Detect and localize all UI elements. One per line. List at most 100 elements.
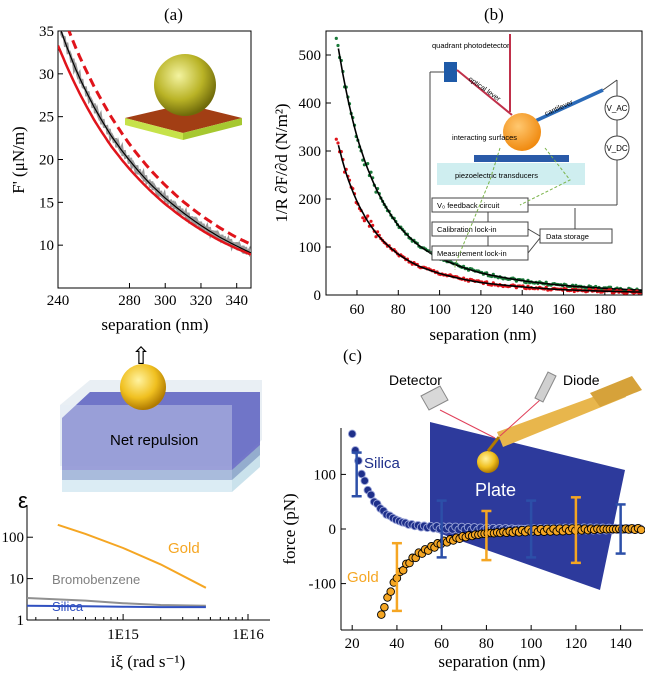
- y-tick-label-epsilon: 10: [9, 572, 24, 588]
- data-point-c-silica: [347, 429, 357, 439]
- probe-sphere: [503, 113, 541, 151]
- axes-c: 20 40 60 80 100 120 140 -100 0 100: [309, 467, 632, 652]
- data-point-b: [374, 235, 378, 239]
- x-axis-label-a: separation (nm): [101, 315, 208, 334]
- data-point-b: [376, 230, 380, 234]
- x-tick-label-c: 40: [389, 636, 404, 652]
- x-tick-label-c: 100: [520, 636, 543, 652]
- x-tick-label-b: 100: [428, 302, 451, 318]
- axes-b: 60 80 100 120 140 160 180 0 100 200 300 400 500: [299, 48, 617, 318]
- y-tick-label-b: 400: [299, 96, 322, 112]
- x-axis-label-c: separation (nm): [438, 652, 545, 671]
- afm-apparatus-inset: quadrant photodetector optical lever can…: [429, 34, 630, 270]
- plate-inset: Plate Detector Diode: [389, 371, 642, 590]
- panel-label-b: (b): [484, 5, 504, 24]
- data-point-b: [366, 214, 370, 218]
- data-point-b: [334, 137, 338, 141]
- data-band-a: [59, 31, 251, 257]
- panel-a: 240 280 300 320 340 10 15 20 25 30 35: [9, 24, 252, 334]
- net-repulsion-illustration: Net repulsion ⇧: [60, 343, 262, 492]
- legend-silica-c: Silica: [364, 455, 401, 472]
- photodetector-icon: [444, 62, 457, 82]
- y-tick-label-a: 35: [39, 24, 54, 40]
- data-point-b: [361, 216, 365, 220]
- data-line-a: [60, 31, 251, 254]
- data-point-c-silica: [366, 490, 376, 500]
- x-tick-label-c: 20: [345, 636, 360, 652]
- y-tick-label-a: 15: [39, 195, 54, 211]
- y-tick-label-b: 200: [299, 192, 322, 208]
- axes-epsilon: 1E15 1E16 1 10 100: [2, 530, 265, 643]
- panel-label-a: (a): [164, 5, 183, 24]
- piezo-block: [437, 163, 585, 185]
- y-tick-label-epsilon: 1: [17, 613, 25, 629]
- x-tick-label-b: 140: [511, 302, 534, 318]
- axes-a: 240 280 300 320 340 10 15 20 25 30 35: [39, 24, 248, 309]
- detector-icon: [420, 385, 449, 411]
- net-repulsion-label: Net repulsion: [110, 432, 198, 449]
- x-tick-label-a: 340: [225, 293, 248, 309]
- immersed-sphere: [120, 364, 166, 410]
- y-axis-label-a: F' (μN/m): [9, 126, 28, 193]
- series-b: [334, 36, 643, 295]
- piezo-label: piezoelectric transducers: [455, 171, 538, 180]
- vdc-label: V_DC: [606, 144, 628, 153]
- x-tick-label-a: 320: [190, 293, 213, 309]
- diode-icon: [534, 371, 557, 403]
- x-tick-label-a: 280: [118, 293, 141, 309]
- sphere-on-plate-inset: [125, 54, 242, 140]
- vac-label: V_AC: [607, 104, 628, 113]
- plate-label: Plate: [475, 480, 516, 500]
- x-tick-label-c: 80: [479, 636, 494, 652]
- y-axis-label-epsilon: ε: [18, 488, 28, 513]
- epsilon-line-gold: [57, 523, 207, 589]
- y-axis-label-b: 1/R ∂F/∂d (N/m²): [272, 103, 291, 222]
- panel-b: 60 80 100 120 140 160 180 0 100 200 300 400 500 quad…: [272, 30, 643, 344]
- x-tick-label-c: 140: [609, 636, 632, 652]
- data-point-b: [336, 141, 340, 145]
- data-point-b: [336, 43, 340, 48]
- optical-lever-label: optical lever: [467, 76, 502, 104]
- y-tick-label-b: 500: [299, 48, 322, 64]
- y-tick-label-b: 300: [299, 144, 322, 160]
- feedback-label: V₀ feedback circuit: [437, 201, 500, 210]
- y-tick-label-c: 0: [329, 522, 337, 538]
- legend-silica: Silica: [52, 599, 84, 614]
- data-point-c-gold: [380, 602, 389, 612]
- y-tick-label-c: 100: [314, 467, 337, 483]
- y-tick-label-c: -100: [309, 577, 337, 593]
- x-tick-label-b: 160: [552, 302, 575, 318]
- data-point-b: [369, 219, 373, 223]
- y-tick-label-epsilon: 100: [2, 530, 25, 546]
- x-tick-label-epsilon: 1E16: [232, 627, 264, 643]
- y-tick-label-b: 100: [299, 240, 322, 256]
- probe-gold-sphere: [477, 451, 499, 473]
- x-tick-label-b: 80: [391, 302, 406, 318]
- measurement-label: Measurement lock-in: [437, 249, 507, 258]
- x-tick-label-epsilon: 1E15: [107, 627, 139, 643]
- legend-bromobenzene: Bromobenzene: [52, 572, 140, 587]
- detector-label: Detector: [389, 372, 442, 388]
- surface-plate: [474, 155, 569, 162]
- data-point-c-silica: [360, 476, 369, 485]
- detector-label: quadrant photodetector: [432, 41, 510, 50]
- x-tick-label-b: 120: [470, 302, 493, 318]
- fit-line-b: [337, 48, 643, 291]
- data-point-c-gold: [386, 587, 395, 596]
- x-tick-label-c: 60: [434, 636, 449, 652]
- diode-label: Diode: [563, 372, 600, 388]
- legend-gold-c: Gold: [347, 569, 379, 586]
- x-tick-label-b: 60: [349, 302, 364, 318]
- x-tick-label-a: 240: [47, 293, 70, 309]
- x-tick-label-c: 120: [565, 636, 588, 652]
- panel-c: Plate Detector Diode 20 40 60 80 100 120 140 -1…: [280, 371, 645, 671]
- fit-line-b: [337, 144, 642, 293]
- y-axis-label-c: force (pN): [280, 493, 299, 564]
- x-tick-label-b: 180: [594, 302, 617, 318]
- legend-gold: Gold: [168, 540, 200, 557]
- x-tick-label-a: 300: [154, 293, 177, 309]
- interacting-surfaces-label: interacting surfaces: [452, 133, 517, 142]
- y-tick-label-a: 30: [39, 67, 54, 83]
